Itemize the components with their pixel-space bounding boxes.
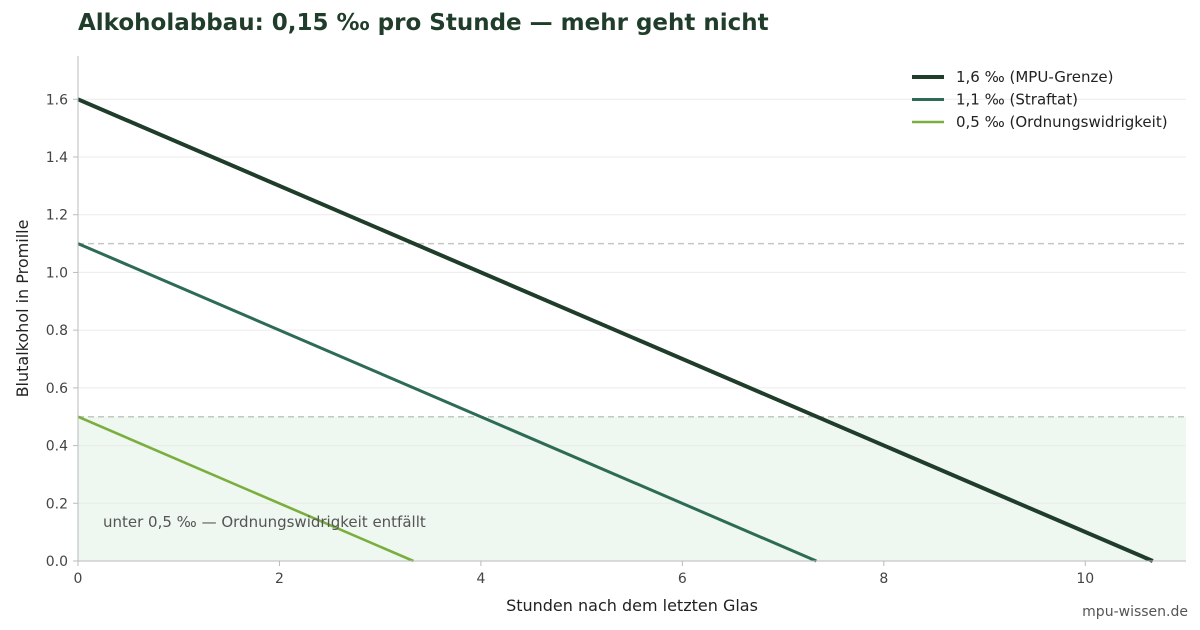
y-tick-label: 0.4 xyxy=(46,439,68,455)
y-tick-label: 1.2 xyxy=(46,208,68,224)
y-tick-label: 0.0 xyxy=(46,554,68,570)
legend-label: 1,1 ‰ (Straftat) xyxy=(956,91,1078,109)
x-tick-label: 8 xyxy=(879,571,888,587)
legend: 1,6 ‰ (MPU-Grenze) 1,1 ‰ (Straftat) 0,5 ‰ … xyxy=(912,68,1168,131)
x-tick-label: 10 xyxy=(1076,571,1094,587)
series-line xyxy=(77,415,414,563)
x-tick-label: 6 xyxy=(678,571,687,587)
y-tick-label: 0.8 xyxy=(46,323,68,339)
chart-title: Alkoholabbau: 0,15 ‰ pro Stunde — mehr g… xyxy=(78,10,769,36)
annotation-text: unter 0,5 ‰ — Ordnungswidrigkeit entfäll… xyxy=(103,513,426,531)
series-line xyxy=(77,97,1154,563)
y-axis-label: Blutalkohol in Promille xyxy=(13,220,32,398)
y-tick-label: 0.6 xyxy=(46,381,68,397)
x-ticks: 0 2 4 6 8 10 xyxy=(74,561,1094,587)
x-tick-label: 0 xyxy=(74,571,83,587)
y-tick-label: 0.2 xyxy=(46,496,68,512)
x-tick-label: 2 xyxy=(275,571,284,587)
series-lines xyxy=(77,97,1154,563)
grid xyxy=(78,98,1186,504)
x-tick-label: 4 xyxy=(476,571,485,587)
shaded-region xyxy=(78,416,1186,561)
y-ticks: 0.0 0.2 0.4 0.6 0.8 1.0 1.2 1.4 1.6 xyxy=(46,92,78,570)
legend-label: 1,6 ‰ (MPU-Grenze) xyxy=(956,68,1113,86)
source-credit: mpu-wissen.de xyxy=(1082,604,1188,620)
y-tick-label: 1.6 xyxy=(46,92,68,108)
series-line xyxy=(77,242,817,563)
x-axis-label: Stunden nach dem letzten Glas xyxy=(506,596,758,615)
legend-label: 0,5 ‰ (Ordnungswidrigkeit) xyxy=(956,113,1168,131)
y-tick-label: 1.4 xyxy=(46,150,68,166)
reference-lines xyxy=(78,242,1186,418)
y-tick-label: 1.0 xyxy=(46,265,68,281)
